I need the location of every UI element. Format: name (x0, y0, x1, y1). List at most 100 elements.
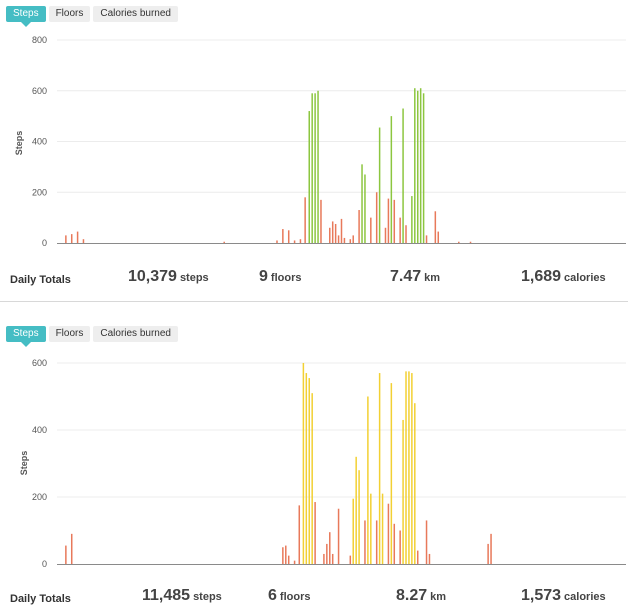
step-bar (358, 210, 360, 243)
y-tick-label: 200 (32, 492, 47, 502)
step-bar (434, 211, 437, 243)
total-distance: 7.47 km (390, 268, 440, 286)
step-bar (405, 225, 407, 243)
step-bar (364, 174, 366, 243)
step-bar (378, 127, 381, 243)
step-bar (82, 239, 85, 243)
step-bar (367, 396, 369, 564)
total-floors-value: 9 (259, 268, 268, 285)
step-bar (393, 199, 396, 243)
total-calories-value: 1,573 (521, 587, 562, 604)
step-bar (358, 470, 360, 564)
step-bar (428, 553, 431, 564)
step-bar (302, 363, 305, 564)
total-floors-value: 6 (268, 587, 277, 604)
chart-tabs: Steps Floors Calories burned (6, 326, 178, 347)
total-steps-value: 10,379 (128, 268, 177, 285)
step-bar (223, 241, 225, 243)
total-steps: 11,485 steps (142, 587, 222, 605)
step-bar (314, 502, 316, 564)
step-bar (416, 550, 419, 564)
step-bar (311, 393, 313, 564)
step-bar (329, 532, 331, 564)
daily-totals-row: Daily Totals 11,485 steps 6 floors 8.27 km … (0, 584, 636, 614)
step-bar (337, 235, 340, 243)
step-bar (355, 456, 357, 564)
step-bar (287, 555, 290, 564)
y-tick-label: 400 (32, 425, 47, 435)
y-tick-label: 600 (32, 358, 47, 368)
total-calories: 1,573 calories (521, 587, 606, 605)
step-bar (334, 223, 337, 243)
step-bar (326, 543, 328, 564)
step-bar (364, 520, 366, 564)
step-bar (293, 240, 296, 243)
step-bar (343, 237, 346, 243)
step-bar (305, 373, 308, 564)
total-distance-value: 8.27 (396, 587, 428, 604)
step-bar (331, 221, 334, 243)
tab-calories-burned[interactable]: Calories burned (93, 326, 178, 342)
step-bar (490, 533, 492, 564)
step-bar (317, 90, 319, 243)
total-floors: 6 floors (268, 587, 310, 605)
step-bar (308, 111, 310, 243)
step-bar (331, 553, 334, 564)
step-bar (419, 88, 422, 244)
step-bar (384, 227, 387, 243)
tab-floors[interactable]: Floors (48, 6, 91, 22)
step-bar (393, 523, 396, 564)
tab-steps[interactable]: Steps (6, 326, 46, 347)
step-bar (76, 231, 79, 243)
y-tick-label: 800 (32, 35, 47, 45)
step-bar (399, 530, 401, 564)
total-floors-unit: floors (279, 591, 311, 603)
steps-panel-2: Steps Floors Calories burned 0 200 400 600 S… (0, 322, 636, 613)
step-bar (469, 241, 472, 243)
daily-totals-label: Daily Totals (10, 274, 71, 286)
y-axis-label: Steps (14, 131, 24, 156)
step-bar (381, 493, 384, 564)
step-bar (390, 383, 393, 564)
y-tick-label: 0 (42, 559, 47, 569)
total-calories-value: 1,689 (521, 268, 562, 285)
step-bar (375, 192, 378, 243)
total-distance-value: 7.47 (390, 268, 422, 285)
y-tick-label: 0 (42, 238, 47, 248)
step-bar (402, 108, 404, 243)
total-calories-unit: calories (564, 272, 606, 284)
tab-steps[interactable]: Steps (6, 6, 46, 27)
steps-chart-2: 0 200 400 600 Steps (19, 358, 626, 569)
step-bar (304, 197, 306, 243)
step-bar (287, 230, 290, 243)
total-steps-unit: steps (193, 591, 222, 603)
total-distance-unit: km (430, 591, 447, 603)
step-bar (349, 239, 352, 243)
step-bar (323, 553, 325, 564)
step-bar (387, 503, 390, 564)
total-distance: 8.27 km (396, 587, 446, 605)
step-bar (370, 217, 372, 243)
step-bar (352, 498, 354, 564)
step-bar (425, 520, 428, 564)
step-bar (458, 241, 460, 243)
step-bar (399, 217, 401, 243)
step-bar (329, 227, 331, 243)
step-bar (276, 240, 278, 243)
step-bar (352, 235, 354, 243)
step-bar (408, 371, 410, 564)
total-steps-value: 11,485 (142, 587, 191, 604)
total-calories-unit: calories (564, 591, 606, 603)
step-bar (487, 543, 489, 564)
step-bar (285, 545, 287, 564)
step-bar (293, 560, 296, 564)
total-steps-unit: steps (179, 272, 209, 284)
tab-floors[interactable]: Floors (48, 326, 91, 342)
step-bar (370, 493, 372, 564)
step-bar (390, 116, 393, 243)
step-bar (414, 403, 416, 564)
panel-divider (0, 301, 628, 302)
tab-calories-burned[interactable]: Calories burned (93, 6, 178, 22)
step-bar (299, 239, 302, 243)
total-calories: 1,689 calories (521, 268, 606, 286)
